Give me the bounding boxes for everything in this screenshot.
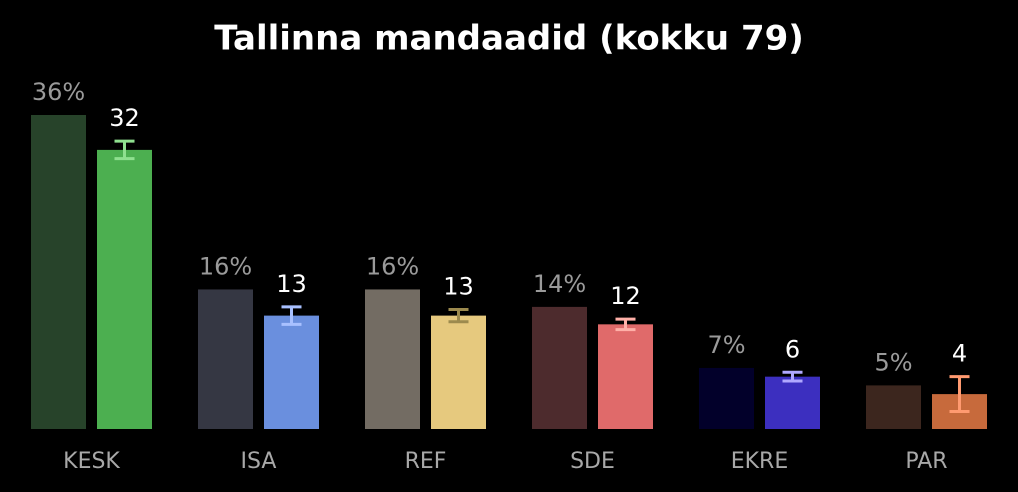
value-label: 4: [952, 340, 967, 368]
value-label: 36%: [32, 78, 85, 106]
bar: [198, 289, 253, 429]
bar: [532, 306, 587, 429]
x-tick-label: ISA: [241, 449, 277, 474]
value-label: 32: [109, 104, 140, 132]
x-tick-label: KESK: [63, 449, 120, 474]
value-label: 7%: [707, 331, 745, 359]
bar: [431, 315, 486, 429]
x-tick-label: SDE: [570, 449, 615, 474]
bar: [264, 315, 319, 429]
bar: [365, 289, 420, 429]
x-tick-label: REF: [405, 449, 447, 474]
value-label: 16%: [199, 252, 252, 280]
value-label: 14%: [533, 270, 586, 298]
x-tick-label: PAR: [905, 449, 947, 474]
bar: [866, 385, 921, 429]
bar: [97, 149, 152, 429]
bar: [699, 367, 754, 429]
value-label: 13: [276, 270, 307, 298]
bar: [598, 324, 653, 429]
chart-title: Tallinna mandaadid (kokku 79): [214, 19, 804, 59]
value-label: 12: [610, 282, 641, 310]
value-label: 6: [785, 335, 800, 363]
value-label: 13: [443, 273, 474, 301]
bar: [31, 115, 86, 429]
x-tick-label: EKRE: [731, 449, 789, 474]
bar: [765, 376, 820, 429]
value-label: 16%: [366, 252, 419, 280]
value-label: 5%: [874, 348, 912, 376]
